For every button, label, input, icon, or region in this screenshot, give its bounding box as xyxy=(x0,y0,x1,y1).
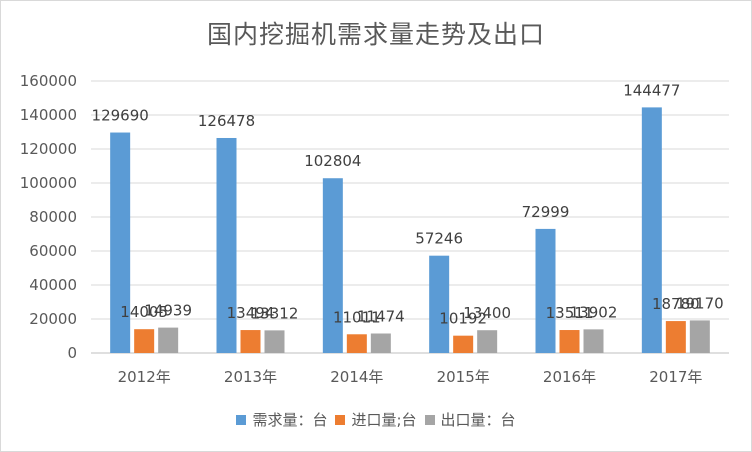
data-label: 13511 xyxy=(546,304,594,322)
legend-label: 需求量：台 xyxy=(252,411,328,429)
data-label: 10192 xyxy=(439,310,487,328)
bar xyxy=(264,330,285,353)
x-tick-label: 2013年 xyxy=(224,368,277,386)
bar xyxy=(346,334,367,353)
bar xyxy=(322,178,343,353)
bar xyxy=(583,329,604,353)
bar xyxy=(535,228,556,353)
x-tick-label: 2017年 xyxy=(649,368,702,386)
x-tick-label: 2015年 xyxy=(437,368,490,386)
x-tick-label: 2014年 xyxy=(330,368,383,386)
y-tick-label: 80000 xyxy=(29,208,77,226)
legend: 需求量：台 进口量;台 出口量：台 xyxy=(1,409,751,430)
legend-label: 出口量：台 xyxy=(440,411,516,429)
data-label: 72999 xyxy=(522,203,570,221)
data-label: 129690 xyxy=(92,107,149,125)
bar xyxy=(641,107,662,353)
bar xyxy=(559,330,580,353)
x-tick-label: 2016年 xyxy=(543,368,596,386)
bar xyxy=(110,132,131,353)
legend-entry: 需求量：台 xyxy=(236,409,327,430)
data-label: 11474 xyxy=(357,307,405,325)
y-tick-label: 160000 xyxy=(20,72,77,90)
legend-swatch xyxy=(335,414,346,425)
data-label: 14005 xyxy=(120,303,168,321)
x-tick-label: 2012年 xyxy=(118,368,171,386)
data-label: 102804 xyxy=(304,152,361,170)
legend-swatch xyxy=(424,414,435,425)
legend-label: 进口量;台 xyxy=(351,411,417,429)
bar xyxy=(689,320,710,353)
data-label: 13312 xyxy=(251,304,299,322)
data-label: 11011 xyxy=(333,308,381,326)
bar xyxy=(453,335,474,353)
y-tick-label: 140000 xyxy=(20,106,77,124)
data-label: 14939 xyxy=(144,302,192,320)
data-label: 19170 xyxy=(676,294,724,312)
data-label: 126478 xyxy=(198,112,255,130)
legend-swatch xyxy=(236,414,247,425)
bar xyxy=(158,327,179,353)
bar xyxy=(477,330,498,353)
bar xyxy=(370,333,391,353)
bar xyxy=(429,255,450,353)
data-label: 57246 xyxy=(415,230,463,248)
y-tick-label: 40000 xyxy=(29,276,77,294)
bar xyxy=(216,137,237,353)
legend-entry: 进口量;台 xyxy=(335,409,417,430)
y-tick-label: 100000 xyxy=(20,174,77,192)
y-tick-label: 20000 xyxy=(29,310,77,328)
data-label: 13494 xyxy=(227,304,275,322)
y-tick-label: 60000 xyxy=(29,242,77,260)
data-label: 144477 xyxy=(623,81,680,99)
y-tick-label: 120000 xyxy=(20,140,77,158)
data-label: 13902 xyxy=(570,303,618,321)
data-label: 13400 xyxy=(463,304,511,322)
y-tick-label: 0 xyxy=(67,344,77,362)
bar xyxy=(240,330,261,353)
chart-title: 国内挖掘机需求量走势及出口 xyxy=(206,20,545,49)
bar xyxy=(665,321,686,353)
data-label: 18780 xyxy=(652,295,700,313)
legend-entry: 出口量：台 xyxy=(424,409,516,430)
bar xyxy=(134,329,155,353)
